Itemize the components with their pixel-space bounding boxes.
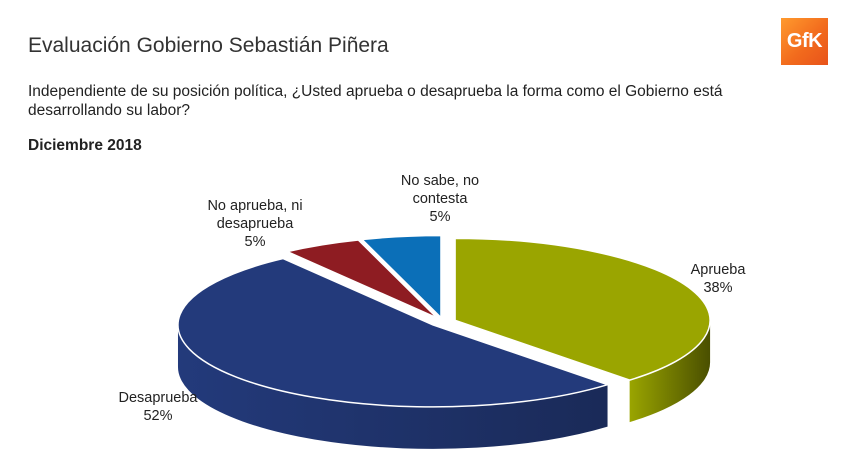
slice-label-desaprueba: Desaprueba 52% (119, 390, 199, 424)
slice-label-no-sabe-no-contesta: No sabe, no contesta 5% (401, 173, 479, 225)
slice-label-no-aprueba-ni-desaprueba: No aprueba, ni desaprueba 5% (207, 198, 302, 250)
slice-label-aprueba: Aprueba 38% (691, 262, 747, 296)
survey-question: Independiente de su posición política, ¿… (28, 83, 723, 119)
pie-slice-aprueba (454, 237, 711, 381)
chart-title: Evaluación Gobierno Sebastián Piñera (28, 34, 389, 57)
pie-side-desaprueba (177, 324, 608, 449)
pie-slice-no-aprueba-ni-desaprueba (284, 239, 438, 319)
gfk-logo: GfK (781, 18, 828, 65)
survey-period: Diciembre 2018 (28, 137, 142, 154)
pie-slice-no-sabe-no-contesta (360, 234, 442, 320)
pie-sides (177, 320, 711, 449)
pie-side-aprueba (629, 320, 711, 423)
pie-slice-desaprueba (177, 257, 610, 408)
